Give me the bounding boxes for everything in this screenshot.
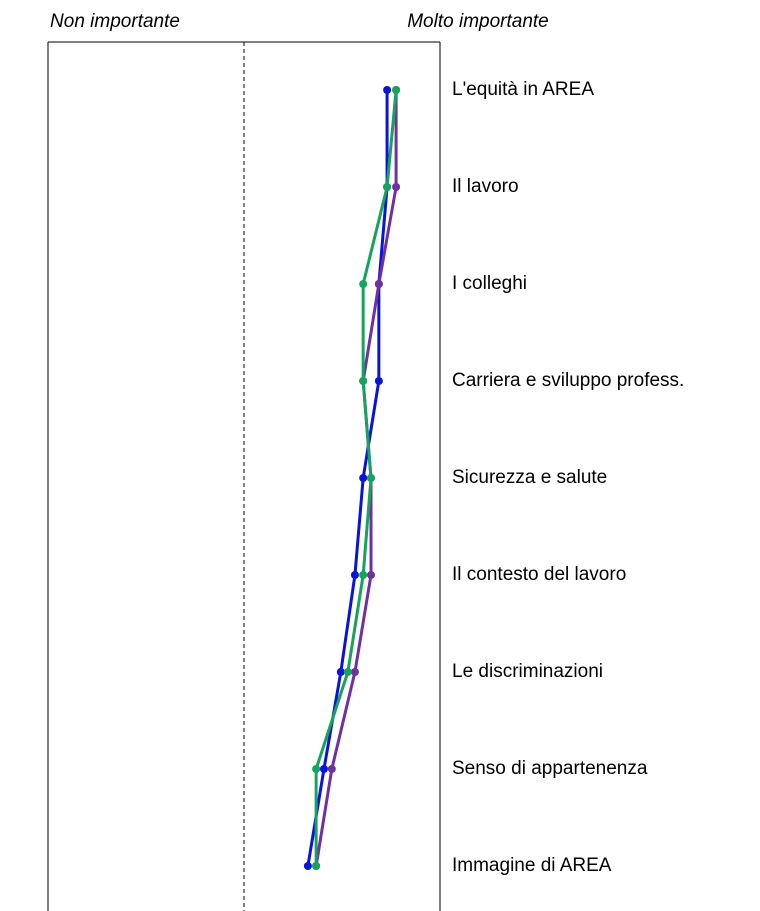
series-point xyxy=(359,280,368,288)
series-point xyxy=(359,474,368,482)
category-label: Senso di appartenenza xyxy=(452,758,648,779)
right-label: Molto importante xyxy=(407,11,549,32)
series-point xyxy=(312,862,321,870)
series-point xyxy=(312,765,321,773)
series-point xyxy=(374,280,383,288)
series-point xyxy=(383,183,392,191)
series-point xyxy=(336,668,345,676)
series-line xyxy=(306,90,389,867)
series-point xyxy=(319,765,328,773)
series-point xyxy=(327,765,336,773)
series-point xyxy=(383,86,392,94)
series-point xyxy=(392,183,401,191)
series-point xyxy=(367,571,376,579)
series-point xyxy=(350,668,359,676)
series-point xyxy=(367,474,376,482)
category-label: Sicurezza e salute xyxy=(452,467,607,488)
category-label: Carriera e sviluppo profess. xyxy=(452,370,684,391)
category-label: Il contesto del lavoro xyxy=(452,564,626,585)
series-point xyxy=(359,377,368,385)
series-point xyxy=(303,862,312,870)
series-point xyxy=(374,377,383,385)
series-point xyxy=(359,571,368,579)
series-point xyxy=(343,668,352,676)
category-label: Le discriminazioni xyxy=(452,661,603,682)
category-label: L'equità in AREA xyxy=(452,79,594,100)
category-label: Immagine di AREA xyxy=(452,855,612,876)
category-label: Il lavoro xyxy=(452,176,519,197)
category-label: I colleghi xyxy=(452,273,527,294)
series-point xyxy=(392,86,401,94)
left-label: Non importante xyxy=(50,11,180,32)
series-point xyxy=(350,571,359,579)
